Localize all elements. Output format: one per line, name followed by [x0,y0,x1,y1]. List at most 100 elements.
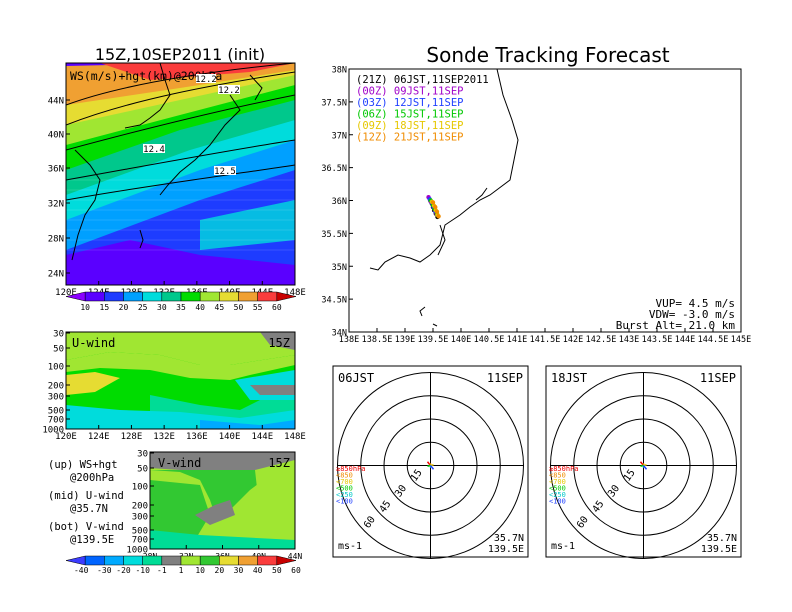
colorbar-swatch [238,291,258,302]
y-tick-label: 44N [48,97,64,107]
level-legend: <500 [549,485,566,493]
level-legend: <700 [549,478,566,486]
left-title: 15Z,10SEP2011 (init) [95,45,265,64]
colorbar-swatch [199,555,220,566]
level-legend: <250 [336,491,353,499]
note-up-line1: (up) WS+hgt [48,459,118,471]
level-legend: <100 [549,498,566,506]
y-tick-label: 28N [48,235,64,245]
legend-entry: (12Z) 21JST,11SEP [356,132,463,144]
y-tick-label: 500 [132,527,148,537]
colorbar-label: 45 [215,303,225,312]
u-wind-x-ticks: 120E 124E 128E 132E 136E 140E 144E 148E [55,425,306,442]
colorbar-label: -20 [116,566,131,575]
colorbar-swatch [257,555,278,566]
colorbar-label: -1 [157,566,167,575]
y-tick-label: 50 [53,345,64,355]
colorbar-swatch [84,555,105,566]
info-burst: Burst Alt= 21.0 km [616,319,736,332]
y-tick-label: 200 [132,502,148,512]
main-title: Sonde Tracking Forecast [426,43,669,67]
colorbar-swatch [276,555,297,566]
colorbar-label: 25 [138,303,148,312]
tracking-map-panel: (21Z) 06JST,11SEP2011(00Z) 09JST,11SEP(0… [321,66,751,346]
track-point [436,214,441,219]
colorbar-label: 10 [195,566,205,575]
x-tick-label: 143E [619,335,639,345]
ws-colorbar: 10 15 20 25 30 35 40 45 50 55 60 [65,291,297,312]
x-tick-label: 142E [563,335,583,345]
ws-map-panel: WS(m/s)+hgt(km)@200hPa 12.2 12.2 12.4 12… [48,62,306,312]
v-wind-label: V-wind [158,456,201,470]
track-point [433,204,438,210]
level-legend: <500 [336,485,353,493]
colorbar-swatch [180,555,201,566]
colorbar-label: 40 [253,566,263,575]
colorbar-swatch [219,555,239,566]
x-tick-label: 120E [55,288,77,298]
track-legend: (21Z) 06JST,11SEP2011(00Z) 09JST,11SEP(0… [356,74,489,144]
x-tick-label: 120E [55,432,77,442]
level-legend: <850 [549,472,566,480]
x-tick-label: 124E [88,432,110,442]
colorbar-label: -30 [97,566,112,575]
colorbar-label: 40 [195,303,205,312]
y-tick-label: 1000 [126,546,148,556]
contour-label: 12.5 [214,167,236,177]
note-mid-line2: @35.7N [70,503,108,515]
x-tick-label: 140E [219,432,241,442]
colorbar-swatch [180,291,201,302]
hodograph-time: 06JST [338,371,374,385]
y-tick-label: 37.5N [321,98,347,108]
colorbar-label: 60 [291,566,301,575]
colorbar-label: -10 [135,566,150,575]
colorbar-swatch [276,291,297,302]
y-tick-label: 36N [332,197,347,207]
hodograph-unit: ms-1 [551,541,575,552]
level-legend: ≥850hPa [336,465,366,473]
u-wind-time: 15Z [268,336,290,350]
y-tick-label: 30 [137,450,148,460]
y-tick-label: 300 [48,393,64,403]
x-tick-label: 148E [284,288,306,298]
y-tick-label: 500 [48,407,64,417]
track-points [426,195,441,220]
contour-label: 12.2 [195,75,217,85]
colorbar-label: 50 [234,303,244,312]
note-bot-line1: (bot) V-wind [48,521,124,533]
y-tick-label: 200 [48,382,64,392]
x-tick-label: 44N [288,552,303,561]
info-vdw: VDW= -3.0 m/s [649,308,735,321]
colorbar-label: 30 [157,303,167,312]
wind-colorbar: -40 -30 -20 -10 -1 1 10 20 30 40 50 60 [65,555,301,575]
y-tick-label: 35N [332,263,347,273]
colorbar-swatch [123,291,143,302]
y-tick-label: 36.5N [321,164,347,174]
x-tick-label: 132E [153,432,175,442]
x-tick-label: 144E [251,432,273,442]
colorbar-label: 15 [100,303,110,312]
colorbar-swatch [219,291,239,302]
hodograph-lon: 139.5E [488,544,524,555]
y-tick-label: 35.5N [321,230,347,240]
colorbar-label: 1 [179,566,184,575]
x-tick-label: 138E [339,335,359,345]
y-tick-label: 38N [332,66,347,76]
x-tick-label: 128E [121,432,143,442]
level-legend: ≥850hPa [549,465,579,473]
track-point [434,209,440,214]
legend-entry: (21Z) 06JST,11SEP2011 [356,74,489,86]
y-tick-label: 34.5N [321,296,347,306]
x-tick-label: 141E [507,335,527,345]
colorbar-label: 50 [272,566,282,575]
info-vup: VUP= 4.5 m/s [656,297,735,310]
level-legend: <700 [336,478,353,486]
y-tick-label: 40N [48,131,64,141]
colorbar-swatch [123,555,143,566]
legend-entry: (03Z) 12JST,11SEP [356,97,463,109]
legend-entry: (00Z) 09JST,11SEP [356,86,463,98]
colorbar-label: 10 [80,303,90,312]
